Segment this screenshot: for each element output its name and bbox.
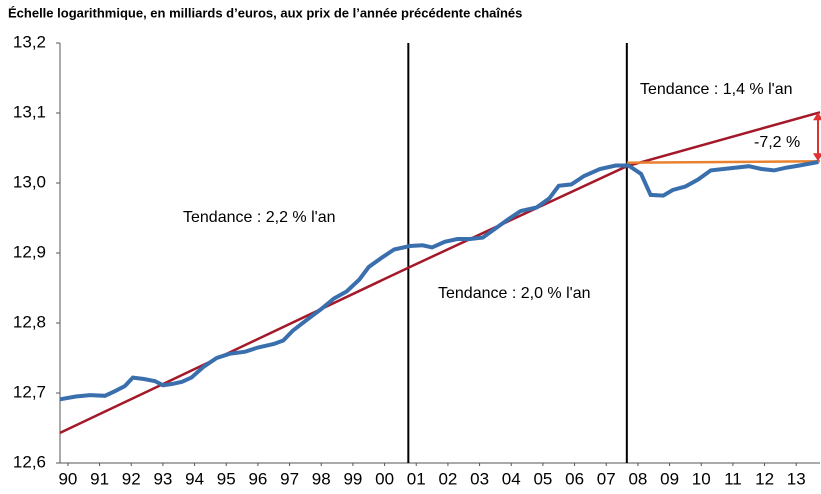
y-tick-label: 13,1 bbox=[13, 102, 46, 121]
x-tick-label: 08 bbox=[628, 469, 647, 488]
x-tick-label: 02 bbox=[438, 469, 457, 488]
y-tick-label: 12,7 bbox=[13, 382, 46, 401]
annotation: Tendance : 1,4 % l'an bbox=[640, 81, 793, 98]
x-tick-label: 95 bbox=[217, 469, 236, 488]
series-line bbox=[59, 160, 819, 402]
series-line bbox=[626, 160, 821, 164]
annotation: -7,2 % bbox=[754, 134, 800, 151]
x-tick-label: 03 bbox=[470, 469, 489, 488]
x-tick-label: 00 bbox=[375, 469, 394, 488]
x-tick-label: 11 bbox=[724, 469, 742, 488]
x-tick-label: 94 bbox=[185, 469, 204, 488]
x-tick-label: 91 bbox=[90, 469, 109, 488]
x-tick-label: 12 bbox=[755, 469, 774, 488]
x-tick-label: 09 bbox=[660, 469, 679, 488]
x-tick-label: 96 bbox=[248, 469, 267, 488]
annotation: Tendance : 2,2 % l'an bbox=[183, 209, 336, 226]
x-tick-label: 10 bbox=[692, 469, 711, 488]
x-tick-label: 04 bbox=[502, 469, 521, 488]
chart-title: Échelle logarithmique, en milliards d’eu… bbox=[8, 5, 522, 20]
x-tick-label: 98 bbox=[312, 469, 331, 488]
x-tick-label: 06 bbox=[565, 469, 584, 488]
y-tick-label: 12,6 bbox=[13, 452, 46, 471]
y-tick-label: 12,9 bbox=[13, 242, 46, 261]
x-tick-label: 05 bbox=[533, 469, 552, 488]
x-tick-label: 90 bbox=[58, 469, 77, 488]
x-tick-label: 13 bbox=[787, 469, 806, 488]
x-tick-label: 97 bbox=[280, 469, 299, 488]
y-tick-label: 12,8 bbox=[13, 312, 46, 331]
annotation: Tendance : 2,0 % l'an bbox=[438, 285, 591, 302]
series-line bbox=[59, 111, 821, 435]
arrow-head bbox=[813, 153, 821, 162]
x-tick-label: 99 bbox=[343, 469, 362, 488]
x-tick-label: 92 bbox=[122, 469, 141, 488]
x-tick-label: 07 bbox=[597, 469, 616, 488]
y-tick-label: 13,2 bbox=[13, 32, 46, 51]
y-tick-label: 13,0 bbox=[13, 172, 46, 191]
x-tick-label: 93 bbox=[153, 469, 172, 488]
arrow-head bbox=[813, 112, 821, 121]
x-tick-label: 01 bbox=[407, 469, 426, 488]
